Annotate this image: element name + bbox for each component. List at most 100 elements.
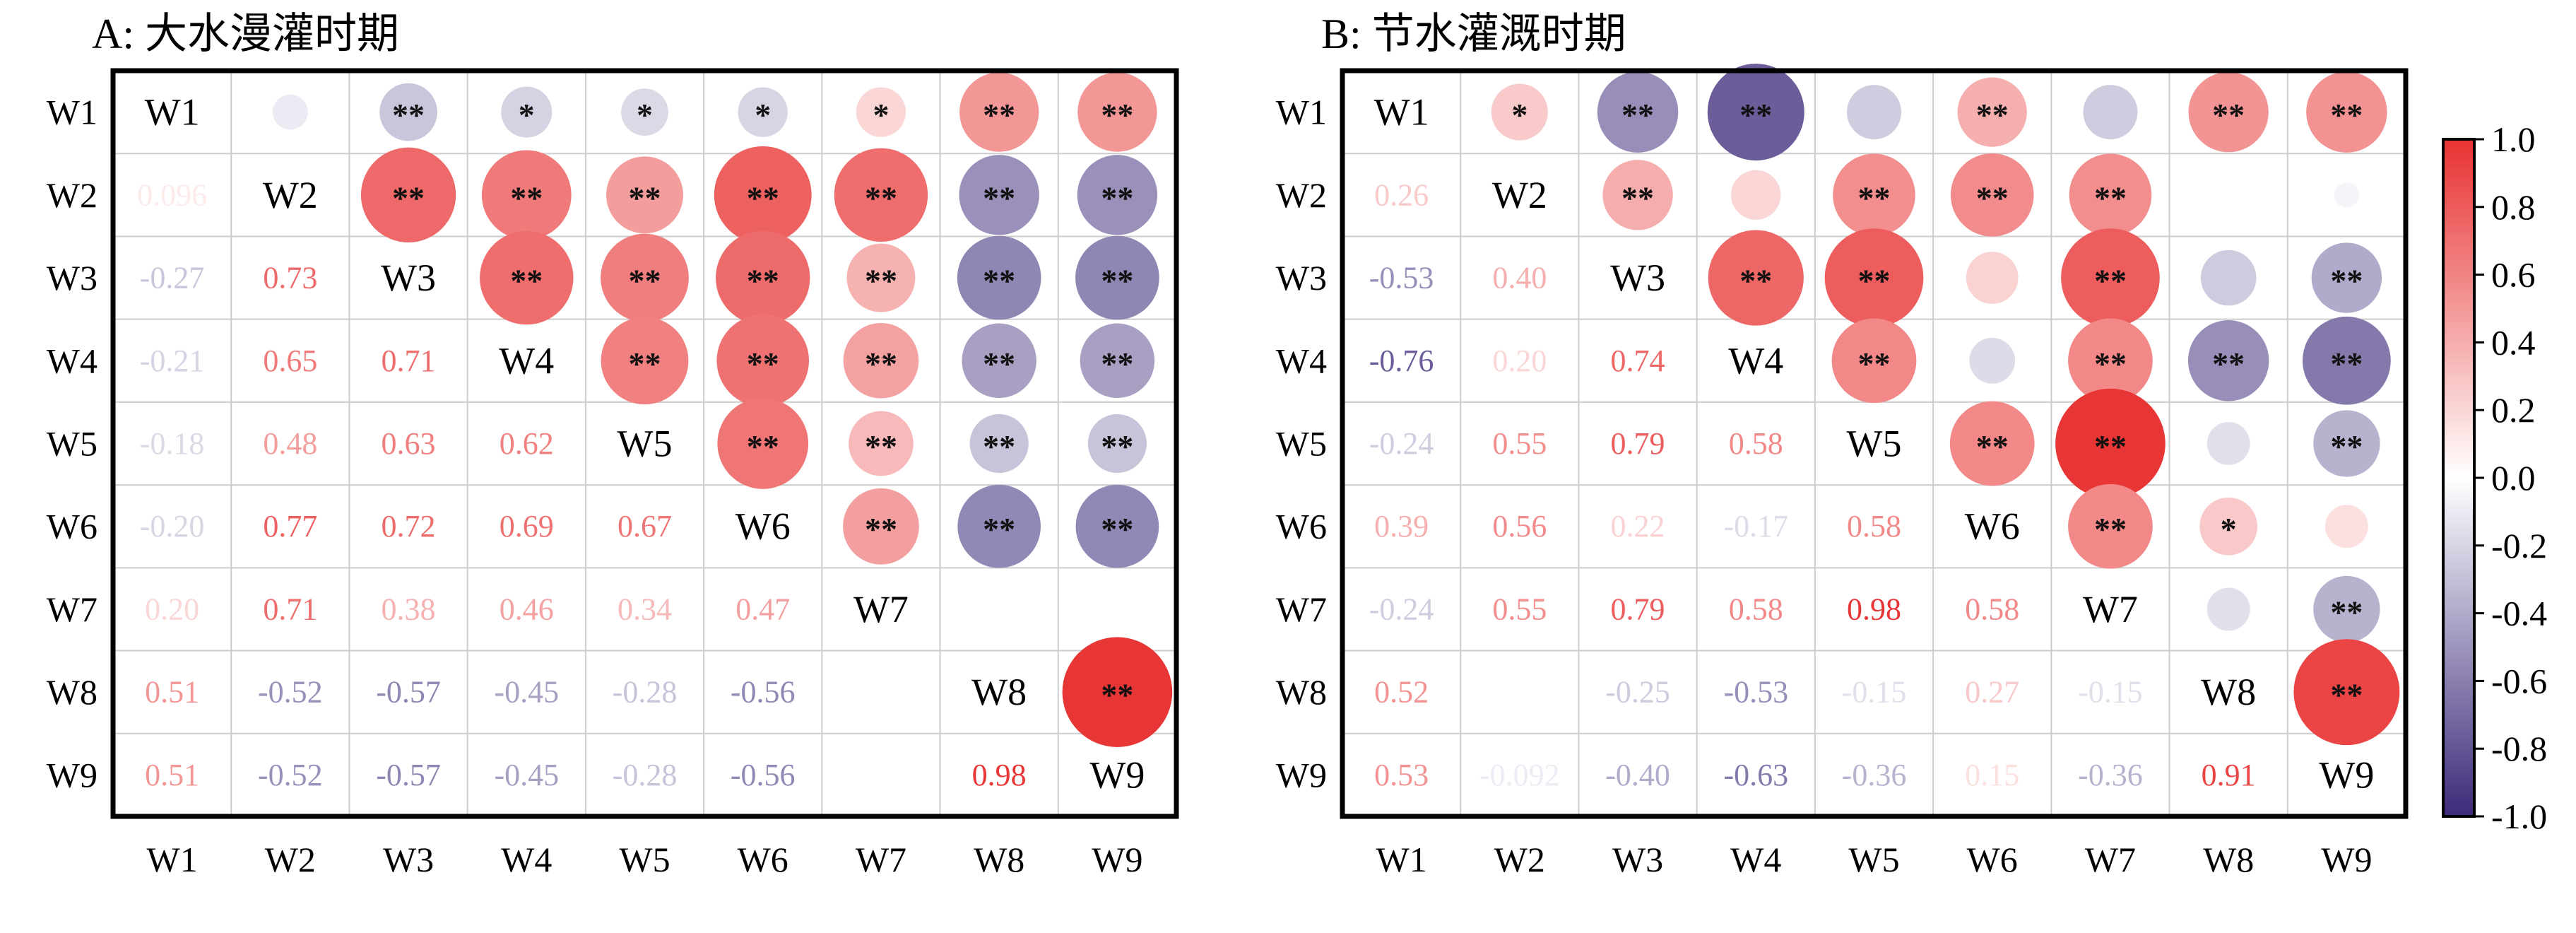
correlation-value: -0.57	[376, 675, 441, 710]
row-label: W6	[47, 507, 98, 546]
correlation-value: 0.55	[1492, 426, 1547, 461]
correlation-circle	[843, 488, 919, 565]
correlation-circle	[501, 86, 553, 138]
colorbar-tick-label: -0.8	[2491, 729, 2547, 768]
significance-stars: **	[1101, 97, 1133, 133]
correlation-value: 0.67	[618, 509, 672, 544]
colorbar-tick-label: 1.0	[2491, 119, 2536, 159]
significance-stars: **	[1976, 97, 2009, 133]
correlation-value: 0.22	[1611, 509, 1665, 544]
diagonal-label: W1	[1374, 91, 1429, 134]
correlation-circle	[2306, 71, 2387, 153]
significance-stars: **	[392, 180, 425, 216]
diagonal-label: W8	[971, 671, 1027, 713]
significance-stars: **	[865, 263, 897, 299]
correlation-value: -0.25	[1605, 675, 1670, 710]
correlation-value: -0.36	[2078, 758, 2143, 792]
column-label: W7	[856, 840, 906, 879]
significance-stars: **	[2212, 346, 2245, 382]
correlation-value: -0.57	[376, 758, 441, 792]
correlation-value: 0.65	[263, 344, 317, 378]
correlation-value: -0.53	[1723, 675, 1788, 710]
correlation-value: 0.46	[500, 592, 554, 626]
significance-stars: *	[755, 97, 771, 133]
significance-stars: **	[747, 346, 779, 382]
correlation-value: 0.58	[1729, 592, 1783, 626]
correlation-circle	[2068, 318, 2153, 404]
significance-stars: **	[865, 511, 897, 547]
column-label: W4	[1730, 840, 1781, 879]
diagonal-label: W5	[618, 423, 673, 465]
correlation-value: 0.096	[137, 177, 207, 212]
correlation-circle	[1080, 323, 1155, 399]
correlation-circle	[1831, 318, 1917, 404]
row-label: W3	[1276, 258, 1327, 298]
significance-stars: **	[1858, 263, 1891, 299]
column-label: W8	[974, 840, 1024, 879]
panel-b: B: 节水灌溉时期 W1 W1 W2 W2 W3 W3 W4 W4 W5 W5 W6 W6 W7 W7 W8 W…	[1276, 11, 2409, 879]
significance-stars: **	[629, 180, 661, 216]
correlation-value: -0.28	[613, 758, 678, 792]
correlation-value: -0.21	[140, 344, 205, 378]
significance-stars: *	[637, 97, 653, 133]
significance-stars: **	[1858, 180, 1891, 216]
colorbar-bar	[2442, 138, 2476, 818]
significance-stars: *	[2221, 511, 2237, 547]
correlation-value: 0.27	[1965, 675, 2019, 710]
significance-stars: **	[1101, 511, 1133, 547]
significance-stars: **	[629, 346, 661, 382]
correlation-circle	[1969, 337, 2016, 384]
correlation-value: -0.18	[140, 426, 205, 461]
diagonal-label: W3	[1610, 257, 1665, 299]
significance-stars: **	[865, 180, 897, 216]
significance-stars: **	[2094, 180, 2127, 216]
correlation-circle	[846, 243, 916, 312]
panel-frame	[1340, 68, 2409, 819]
significance-stars: **	[2094, 511, 2127, 547]
correlation-circle	[1949, 401, 2035, 486]
significance-stars: **	[2330, 263, 2363, 299]
row-label: W9	[1276, 755, 1327, 794]
correlation-circle	[2334, 182, 2359, 208]
significance-stars: **	[1858, 346, 1891, 382]
colorbar-tick-label: -0.6	[2491, 661, 2547, 700]
correlation-circle	[1957, 77, 2027, 147]
correlation-circle	[2313, 575, 2380, 643]
diagonal-label: W7	[853, 588, 909, 630]
diagonal-label: W8	[2201, 671, 2256, 713]
diagonal-label: W9	[1089, 753, 1145, 796]
correlation-circle	[606, 156, 683, 234]
correlation-circle	[1075, 484, 1159, 568]
correlation-circle	[2200, 250, 2257, 306]
diagonal-label: W9	[2319, 753, 2374, 796]
correlation-value: -0.24	[1369, 426, 1434, 461]
row-label: W1	[47, 93, 98, 132]
correlation-value: 0.79	[1611, 426, 1665, 461]
diagonal-label: W3	[381, 257, 436, 299]
colorbar-tick-label: 0.8	[2491, 187, 2536, 227]
correlation-value: 0.15	[1965, 758, 2019, 792]
correlation-value: 0.98	[1847, 592, 1901, 626]
significance-stars: **	[2330, 97, 2363, 133]
correlation-circle	[1075, 235, 1159, 320]
significance-stars: **	[2212, 97, 2245, 133]
row-label: W4	[47, 341, 98, 380]
correlation-circle	[716, 314, 810, 407]
correlation-value: 0.79	[1611, 592, 1665, 626]
significance-stars: **	[983, 97, 1015, 133]
row-label: W7	[47, 589, 98, 629]
correlation-circle	[2199, 497, 2258, 556]
correlation-circle	[1966, 252, 2019, 304]
correlation-value: -0.17	[1723, 509, 1788, 544]
significance-stars: **	[1739, 263, 1772, 299]
correlation-value: 0.40	[1492, 261, 1547, 295]
correlation-circle	[2068, 483, 2153, 569]
correlation-value: -0.53	[1369, 261, 1434, 295]
row-label: W3	[47, 258, 98, 298]
correlation-circle	[2303, 316, 2391, 405]
column-label: W5	[619, 840, 670, 879]
correlation-circle	[1846, 85, 1902, 140]
significance-stars: **	[2330, 346, 2363, 382]
significance-stars: **	[1101, 677, 1133, 713]
diagonal-label: W4	[1728, 339, 1783, 382]
